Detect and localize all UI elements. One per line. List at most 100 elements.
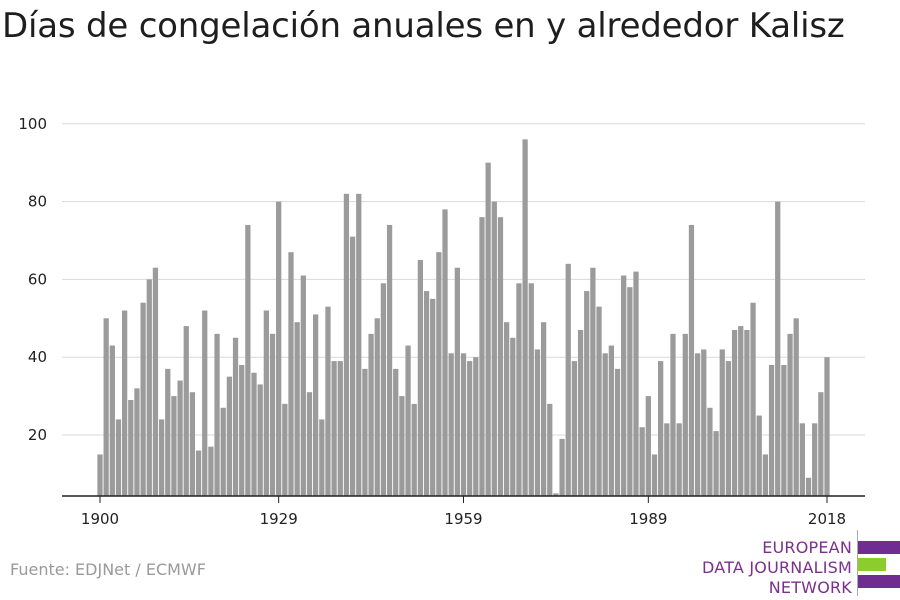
bar	[349, 236, 356, 497]
bar	[571, 361, 578, 496]
bar	[140, 302, 146, 496]
bar	[288, 252, 294, 496]
bar	[670, 333, 676, 496]
bar	[325, 306, 331, 496]
bar	[503, 322, 510, 496]
x-tick-label: 1929	[260, 510, 298, 528]
y-tick-label: 60	[28, 270, 47, 288]
bar	[805, 477, 812, 496]
bar	[768, 364, 775, 496]
bar	[479, 217, 485, 496]
y-tick-label: 20	[28, 426, 47, 444]
bar	[818, 392, 824, 496]
bar	[701, 349, 707, 496]
bar	[362, 368, 368, 496]
bar	[134, 388, 140, 496]
bar	[423, 291, 430, 496]
source-note: Fuente: EDJNet / ECMWF	[10, 560, 206, 579]
bar	[725, 361, 732, 496]
axes: 20 40 60 80 100 1900 1929 1959 1989 2018	[18, 115, 865, 528]
bar	[793, 318, 799, 496]
x-tick-label: 2018	[808, 510, 846, 528]
bar	[621, 275, 627, 496]
bar	[707, 407, 713, 496]
bar	[386, 224, 393, 496]
bar	[682, 333, 688, 496]
bar	[756, 415, 762, 496]
bar	[590, 267, 596, 496]
bar	[331, 361, 337, 496]
bar	[738, 326, 744, 496]
bar	[651, 454, 658, 496]
bar	[658, 361, 664, 496]
bar	[473, 357, 479, 496]
bar	[122, 310, 128, 496]
bar	[183, 326, 189, 496]
bar	[731, 329, 738, 496]
bar	[510, 337, 516, 496]
bar	[195, 450, 202, 496]
logo-line-2: DATA JOURNALISM	[702, 558, 852, 577]
bar	[263, 310, 269, 496]
bar	[559, 438, 565, 496]
chart-title: Días de congelación anuales en y alreded…	[2, 6, 845, 46]
bar	[676, 423, 682, 496]
bar	[97, 454, 103, 496]
bar	[608, 345, 614, 496]
bar	[540, 322, 547, 496]
bar	[232, 337, 239, 496]
bar	[417, 259, 424, 496]
edjnet-logo: EUROPEAN DATA JOURNALISM NETWORK	[700, 530, 900, 598]
bar	[269, 333, 276, 496]
bar	[115, 419, 122, 496]
bar	[282, 403, 288, 496]
bar	[528, 283, 534, 496]
bar	[787, 333, 793, 496]
logo-bar-green	[858, 558, 886, 571]
bar	[103, 318, 109, 496]
bar	[294, 322, 300, 496]
bar	[596, 306, 602, 496]
bar	[719, 349, 725, 496]
bar	[128, 399, 134, 496]
x-tick-label: 1989	[629, 510, 667, 528]
x-tick-label: 1900	[81, 510, 119, 528]
bar	[399, 396, 405, 496]
bar	[343, 193, 350, 496]
bar	[405, 345, 411, 496]
bar	[337, 361, 343, 496]
bar	[208, 446, 214, 496]
bar	[460, 353, 467, 496]
bar	[713, 431, 719, 496]
y-tick-label: 100	[18, 115, 47, 133]
bar	[393, 368, 399, 496]
bar	[639, 427, 645, 496]
bar	[313, 314, 319, 496]
bar	[645, 396, 651, 496]
bar	[602, 353, 608, 496]
x-tick-label: 1959	[444, 510, 482, 528]
logo-divider	[857, 530, 858, 596]
logo-bar-purple-top	[858, 541, 900, 554]
bar	[171, 396, 177, 496]
bar	[411, 403, 417, 496]
logo-text: EUROPEAN DATA JOURNALISM NETWORK	[702, 538, 852, 598]
bar	[368, 333, 374, 496]
bar	[202, 310, 208, 496]
bar	[627, 287, 633, 496]
bar	[448, 353, 454, 496]
bar	[430, 298, 436, 496]
bar	[239, 364, 245, 496]
bar	[577, 329, 584, 496]
bar	[436, 252, 442, 496]
bar	[257, 384, 263, 496]
bar	[491, 201, 497, 496]
bar	[152, 267, 159, 496]
bar	[664, 423, 670, 496]
bar	[189, 392, 196, 496]
bar	[824, 357, 830, 496]
bar	[158, 419, 165, 496]
bars	[97, 139, 830, 497]
logo-bar-purple-bottom	[858, 575, 900, 588]
